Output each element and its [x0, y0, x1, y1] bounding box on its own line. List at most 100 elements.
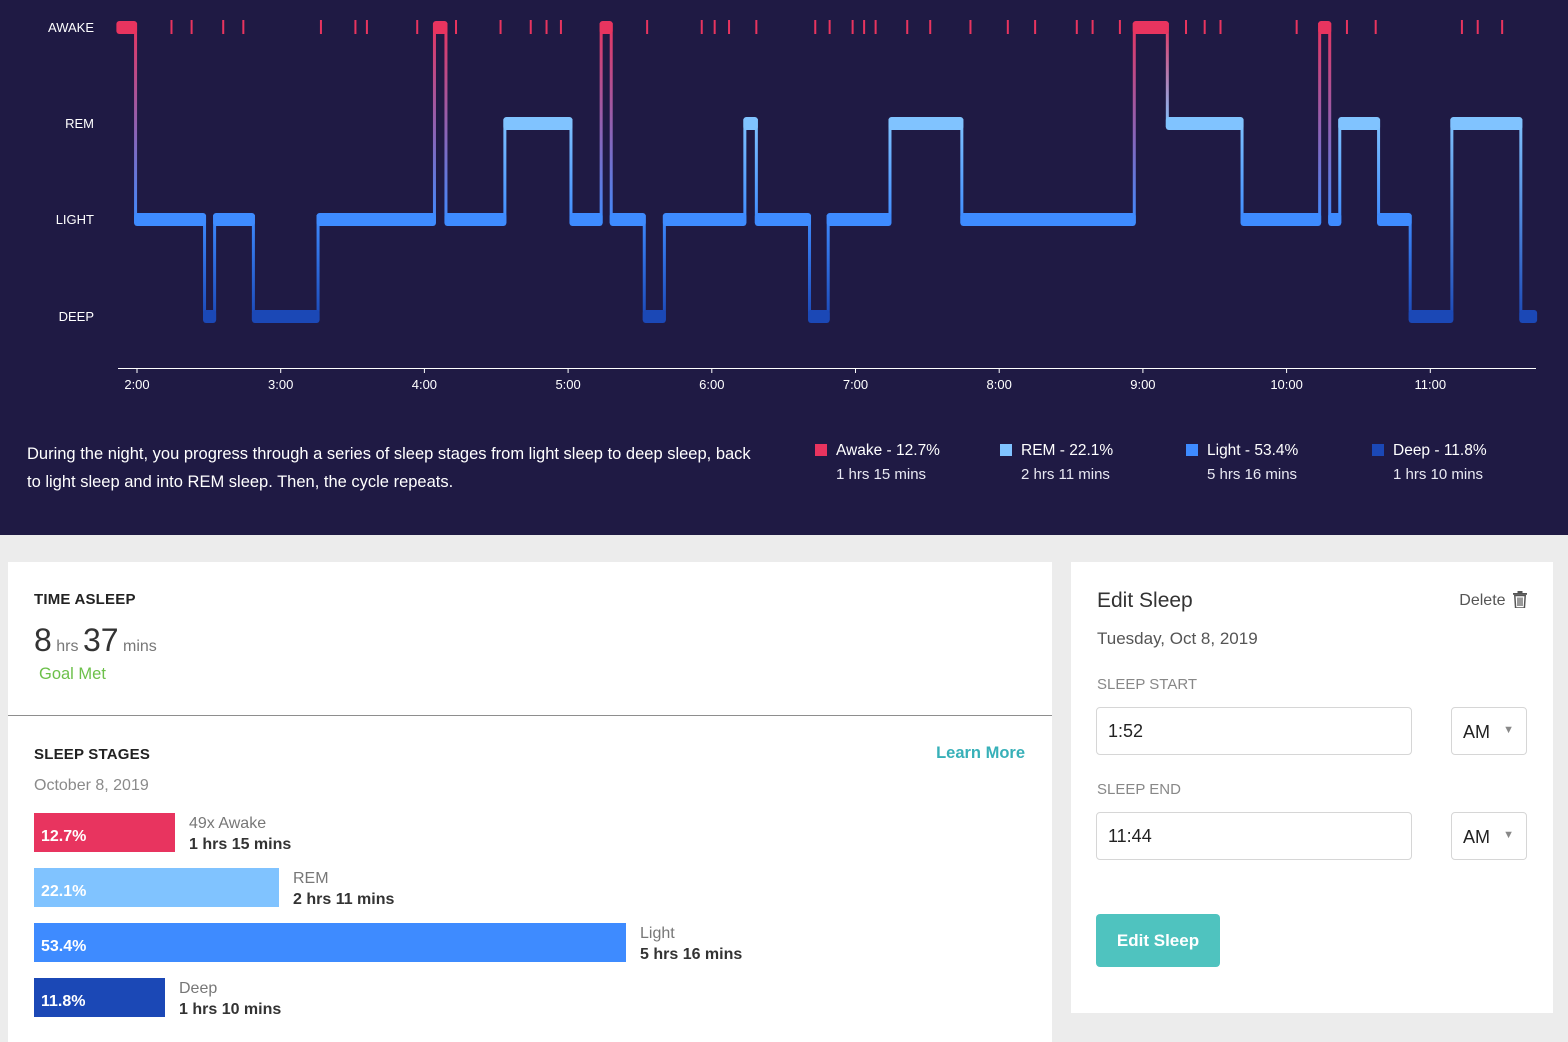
goal-status: Goal Met: [39, 665, 106, 683]
stage-bar-awake: 12.7%: [34, 813, 175, 852]
x-tick-label: 4:00: [412, 377, 437, 392]
stage-segment-rem: [1165, 117, 1244, 130]
x-tick-label: 11:00: [1415, 377, 1447, 392]
sleep-start-input[interactable]: 1:52: [1096, 707, 1412, 755]
stage-transition: [213, 215, 217, 320]
awake-tick: [713, 20, 716, 34]
stage-text-rem: REM 2 hrs 11 mins: [293, 868, 394, 910]
trash-icon: [1513, 591, 1527, 609]
stage-transition: [888, 119, 892, 223]
stage-segment-light: [960, 213, 1136, 226]
stage-transition: [1338, 119, 1342, 223]
awake-tick: [545, 20, 548, 34]
awake-tick: [1219, 20, 1222, 34]
stage-transition: [960, 119, 964, 223]
awake-tick: [170, 20, 173, 34]
stage-transition: [444, 23, 448, 223]
stage-transition: [1328, 23, 1332, 223]
legend-light-label: Light - 53.4%: [1207, 442, 1299, 459]
stage-title-rem: REM: [293, 870, 329, 887]
awake-tick: [1006, 20, 1009, 34]
stage-duration-awake: 1 hrs 15 mins: [189, 836, 292, 853]
stage-segment-light: [213, 213, 255, 226]
sleep-end-input[interactable]: 11:44: [1096, 812, 1412, 860]
sleep-end-ampm-select[interactable]: AM ▼: [1451, 812, 1527, 860]
stage-transition: [432, 23, 436, 223]
awake-tick: [1460, 20, 1463, 34]
sleep-start-ampm-select[interactable]: AM ▼: [1451, 707, 1527, 755]
stage-segment-deep: [1408, 310, 1454, 323]
awake-tick: [728, 20, 731, 34]
awake-tick: [559, 20, 562, 34]
sleep-end-label: SLEEP END: [1097, 781, 1181, 798]
learn-more-link[interactable]: Learn More: [936, 744, 1025, 762]
stage-transition: [754, 119, 758, 223]
x-tick-label: 7:00: [843, 377, 868, 392]
stage-duration-rem: 2 hrs 11 mins: [293, 891, 395, 908]
awake-tick: [1476, 20, 1479, 34]
x-tick-label: 3:00: [268, 377, 293, 392]
stage-transition: [1165, 23, 1169, 127]
stage-transition: [1519, 119, 1523, 320]
stage-title-deep: Deep: [179, 980, 218, 997]
hypnogram-chart: AWAKE REM LIGHT DEEP 2:00 3:00 4:00 5:00 6:00 7:0…: [48, 20, 1538, 392]
awake-tick: [814, 20, 817, 34]
sleep-start-ampm-value: AM: [1463, 722, 1490, 742]
stage-transition: [1450, 119, 1454, 320]
stage-segment-rem: [1338, 117, 1381, 130]
stage-text-light: Light 5 hrs 16 mins: [640, 923, 742, 965]
stage-duration-light: 5 hrs 16 mins: [640, 946, 743, 963]
legend-rem-label: REM - 22.1%: [1021, 442, 1114, 459]
legend-rem-duration: 2 hrs 11 mins: [1021, 466, 1110, 483]
awake-tick: [863, 20, 866, 34]
stage-duration-deep: 1 hrs 10 mins: [179, 1001, 282, 1018]
legend-light-duration: 5 hrs 16 mins: [1207, 466, 1298, 483]
legend-light: Light - 53.4% 5 hrs 16 mins: [1186, 442, 1298, 483]
awake-tick: [1374, 20, 1377, 34]
awake-tick: [1118, 20, 1121, 34]
chevron-down-icon: ▼: [1503, 829, 1514, 841]
legend-awake-label: Awake - 12.7%: [836, 442, 940, 459]
stage-segment-awake: [1318, 21, 1332, 34]
awake-tick: [851, 20, 854, 34]
awake-tick: [1501, 20, 1504, 34]
stage-segment-light: [1328, 213, 1342, 226]
sleep-start-label: SLEEP START: [1097, 676, 1198, 693]
awake-tick: [319, 20, 322, 34]
awake-tick: [499, 20, 502, 34]
time-asleep-minutes-unit: mins: [122, 638, 157, 655]
awake-tick: [906, 20, 909, 34]
edit-sleep-card: Edit Sleep Delete Tuesday, Oct 8, 2019 S…: [1071, 562, 1553, 1013]
edit-sleep-title: Edit Sleep: [1097, 589, 1193, 612]
stage-segment-deep: [1519, 310, 1538, 323]
y-label-rem: REM: [65, 116, 94, 131]
hypnogram-panel: AWAKE REM LIGHT DEEP 2:00 3:00 4:00 5:00 6:00 7:0…: [0, 0, 1568, 535]
time-asleep-hours: 8: [34, 622, 52, 658]
delete-button[interactable]: Delete: [1459, 591, 1527, 610]
legend-rem: REM - 22.1% 2 hrs 11 mins: [1000, 442, 1113, 483]
stage-segment-rem: [1450, 117, 1523, 130]
time-asleep-hours-unit: hrs: [56, 638, 79, 655]
stage-segment-light: [1240, 213, 1322, 226]
sleep-summary-card: TIME ASLEEP 8 hrs 37 mins Goal Met SLEEP…: [8, 562, 1052, 1042]
legend-awake-duration: 1 hrs 15 mins: [836, 466, 927, 483]
section-divider: [8, 715, 1052, 716]
awake-tick: [416, 20, 419, 34]
x-tick-label: 6:00: [699, 377, 724, 392]
stage-transition: [743, 119, 747, 223]
stage-segment-deep: [203, 310, 217, 323]
stage-bar-rem: 22.1%: [34, 868, 279, 907]
awake-tick: [1295, 20, 1298, 34]
stage-transition: [1377, 119, 1381, 223]
y-label-awake: AWAKE: [48, 20, 94, 35]
stage-transition: [203, 215, 207, 320]
edit-sleep-button[interactable]: Edit Sleep: [1096, 914, 1220, 967]
chevron-down-icon: ▼: [1503, 724, 1514, 736]
stage-segment-deep: [808, 310, 830, 323]
legend-deep-swatch: [1372, 444, 1384, 456]
stage-segment-light: [662, 213, 747, 226]
x-tick-label: 5:00: [555, 377, 580, 392]
awake-tick: [1091, 20, 1094, 34]
sleep-stages-date: October 8, 2019: [34, 777, 149, 794]
stage-segment-light: [1377, 213, 1412, 226]
